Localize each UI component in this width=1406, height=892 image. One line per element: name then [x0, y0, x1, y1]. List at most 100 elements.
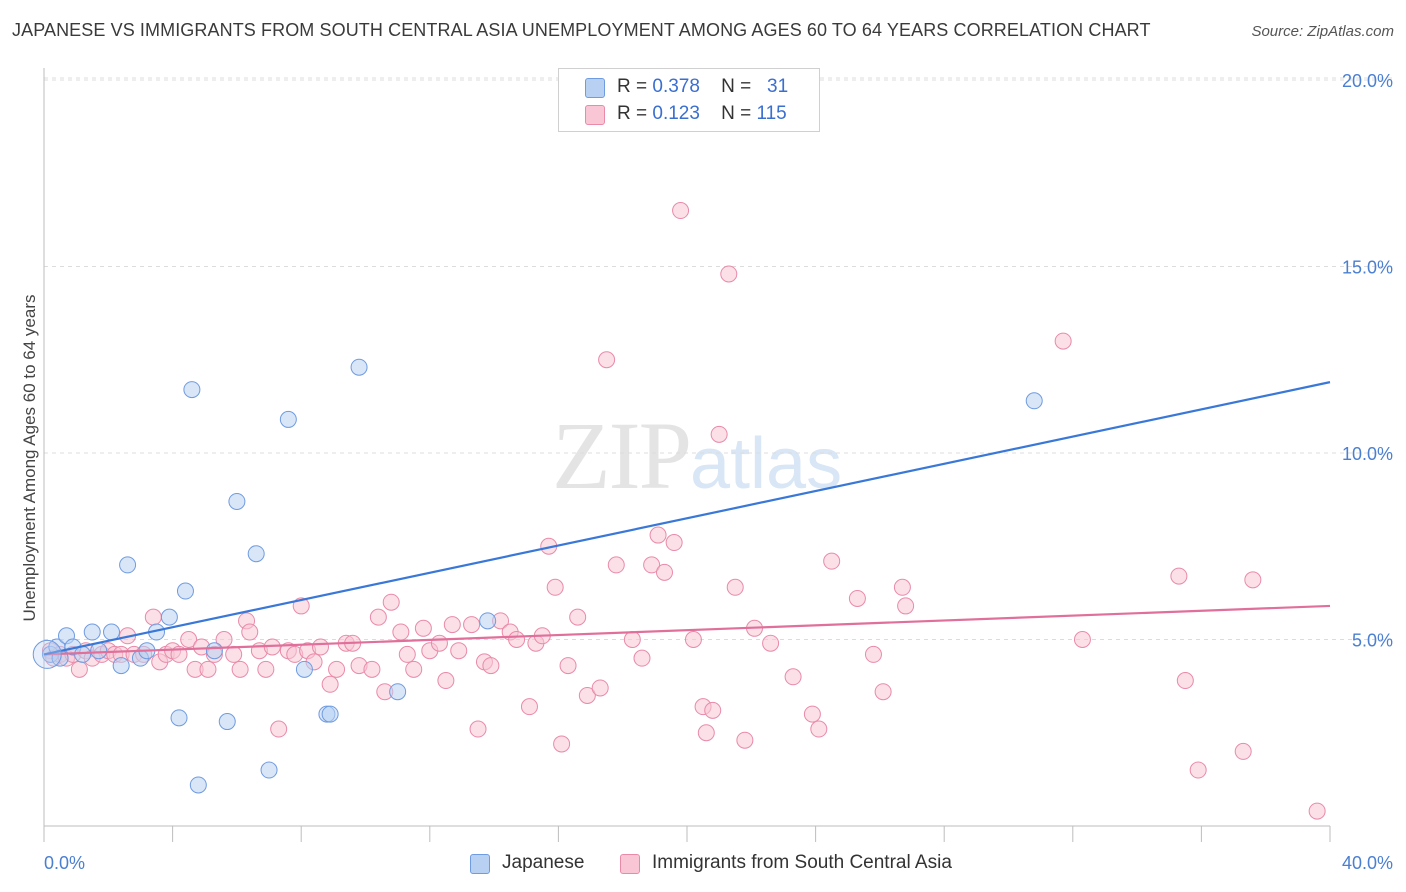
- point-immigrants: [710, 425, 728, 443]
- point-immigrants: [578, 686, 596, 704]
- point-japanese: [170, 709, 188, 727]
- bottom-legend-label-japanese: Japanese: [502, 852, 585, 873]
- point-japanese: [160, 608, 178, 626]
- point-immigrants: [225, 645, 243, 663]
- source-credit: Source: ZipAtlas.com: [1251, 23, 1394, 40]
- point-immigrants: [649, 526, 667, 544]
- point-immigrants: [1170, 567, 1188, 585]
- point-japanese: [295, 660, 313, 678]
- point-immigrants: [559, 657, 577, 675]
- legend-n-value: 31: [767, 76, 789, 97]
- point-japanese: [260, 761, 278, 779]
- point-immigrants: [704, 701, 722, 719]
- point-japanese: [176, 582, 194, 600]
- point-immigrants: [231, 660, 249, 678]
- point-immigrants: [720, 265, 738, 283]
- point-immigrants: [569, 608, 587, 626]
- point-japanese: [74, 645, 92, 663]
- point-immigrants: [1189, 761, 1207, 779]
- point-immigrants: [1308, 802, 1326, 820]
- legend-n-label: N =: [721, 76, 752, 97]
- x-tick-label: 40.0%: [1342, 853, 1393, 873]
- point-immigrants: [848, 589, 866, 607]
- point-immigrants: [508, 631, 526, 648]
- point-immigrants: [430, 634, 448, 652]
- legend-swatch-immigrants: [585, 105, 605, 125]
- point-immigrants: [893, 578, 911, 596]
- point-immigrants: [803, 705, 821, 723]
- y-tick-label: 5.0%: [1352, 631, 1393, 651]
- point-japanese: [112, 657, 130, 675]
- point-immigrants: [607, 556, 625, 574]
- point-immigrants: [363, 660, 381, 678]
- point-immigrants: [591, 679, 609, 697]
- point-japanese: [389, 683, 407, 701]
- point-immigrants: [655, 563, 673, 581]
- point-immigrants: [762, 634, 780, 652]
- point-immigrants: [823, 552, 841, 570]
- point-immigrants: [144, 608, 162, 626]
- point-immigrants: [257, 660, 275, 678]
- point-japanese: [350, 358, 368, 376]
- trendline-japanese: [43, 381, 1331, 656]
- point-immigrants: [311, 638, 329, 656]
- stats-legend: R = 0.378 N = 31 R = 0.123 N = 115: [558, 68, 820, 132]
- point-immigrants: [321, 675, 339, 693]
- point-immigrants: [398, 645, 416, 663]
- point-japanese: [228, 492, 246, 510]
- point-immigrants: [726, 578, 744, 596]
- point-immigrants: [546, 578, 564, 596]
- point-immigrants: [270, 720, 288, 738]
- point-immigrants: [810, 720, 828, 738]
- point-immigrants: [392, 623, 410, 641]
- point-japanese: [1025, 392, 1043, 410]
- point-immigrants: [180, 631, 198, 648]
- trendline-immigrants: [43, 604, 1331, 656]
- point-japanese: [205, 642, 223, 660]
- point-immigrants: [382, 593, 400, 611]
- x-tick-label: 0.0%: [44, 853, 85, 873]
- point-immigrants: [643, 556, 661, 574]
- point-immigrants: [482, 657, 500, 675]
- point-immigrants: [369, 608, 387, 626]
- point-immigrants: [328, 660, 346, 678]
- legend-n-value: 115: [756, 103, 787, 124]
- point-immigrants: [672, 202, 690, 220]
- point-japanese: [479, 612, 497, 630]
- point-japanese: [189, 776, 207, 794]
- bottom-legend-swatch-immigrants: [620, 854, 640, 874]
- point-japanese: [218, 713, 236, 731]
- point-immigrants: [633, 649, 651, 667]
- point-immigrants: [414, 619, 432, 637]
- bottom-legend-swatch-japanese: [470, 854, 490, 874]
- point-immigrants: [897, 597, 915, 615]
- point-immigrants: [1234, 742, 1252, 760]
- point-japanese-cluster: [32, 639, 62, 669]
- point-immigrants: [665, 534, 683, 552]
- point-immigrants: [199, 660, 217, 678]
- point-immigrants: [553, 735, 571, 753]
- point-japanese: [119, 556, 137, 574]
- point-immigrants: [450, 642, 468, 660]
- point-japanese: [183, 381, 201, 399]
- y-tick-label: 10.0%: [1342, 444, 1393, 464]
- point-japanese: [83, 623, 101, 641]
- point-japanese: [279, 410, 297, 428]
- legend-r-value: 0.123: [652, 103, 700, 124]
- point-immigrants: [443, 616, 461, 634]
- point-japanese: [103, 623, 121, 641]
- legend-r-label: R =: [617, 103, 648, 124]
- point-japanese: [321, 705, 339, 723]
- point-immigrants: [736, 731, 754, 749]
- point-japanese: [247, 545, 265, 563]
- point-immigrants: [598, 351, 616, 369]
- chart-title: JAPANESE VS IMMIGRANTS FROM SOUTH CENTRA…: [12, 20, 1151, 40]
- point-immigrants: [405, 660, 423, 678]
- point-immigrants: [684, 631, 702, 648]
- point-immigrants: [1244, 571, 1262, 589]
- legend-n-label: N =: [721, 103, 752, 124]
- y-tick-label: 15.0%: [1342, 258, 1393, 278]
- y-tick-label: 20.0%: [1342, 71, 1393, 91]
- point-immigrants: [623, 631, 641, 648]
